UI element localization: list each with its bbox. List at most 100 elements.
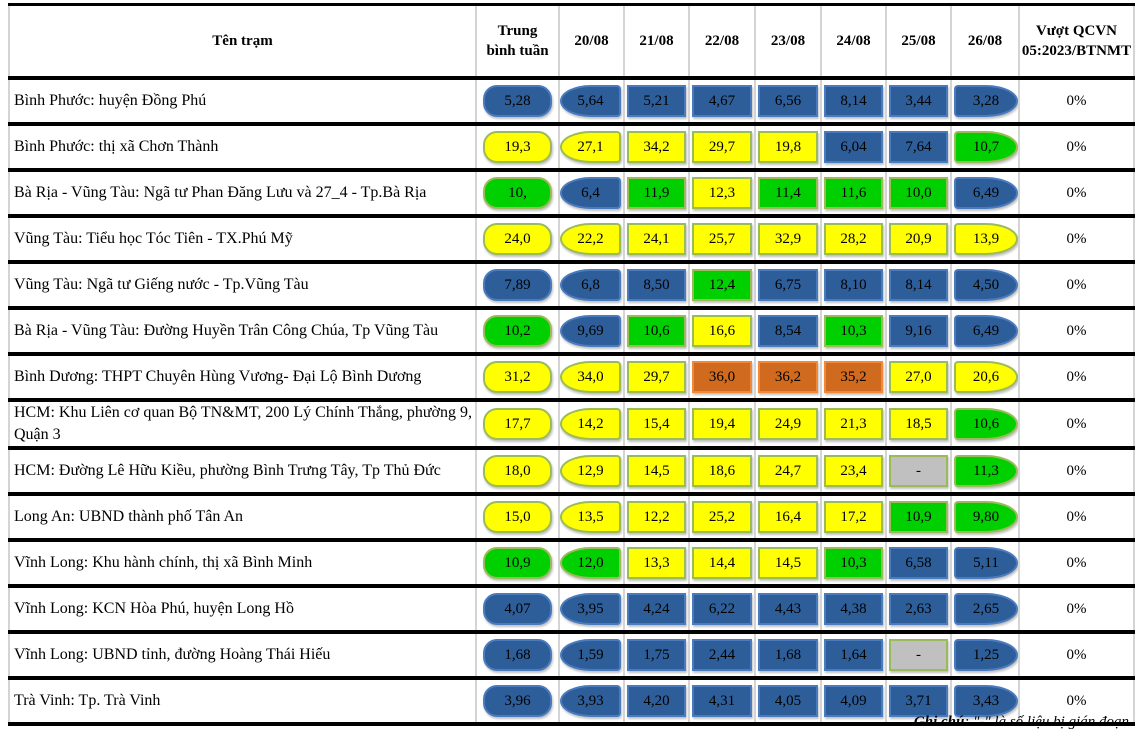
daily-value: 1,64 xyxy=(824,639,883,671)
daily-value-cell: 1,64 xyxy=(820,632,887,680)
daily-value-cell: 34,0 xyxy=(558,354,625,402)
daily-value-cell: 4,38 xyxy=(820,586,887,634)
daily-value: 4,50 xyxy=(954,269,1018,301)
daily-value: 6,56 xyxy=(758,85,818,117)
daily-value: 14,2 xyxy=(560,408,621,440)
weekly-average-cell: 10,9 xyxy=(475,540,560,588)
header-date: 23/08 xyxy=(754,3,822,80)
daily-value-cell: 22,2 xyxy=(558,216,625,264)
daily-value-cell: 10,7 xyxy=(950,124,1020,172)
header-row: Tên trạm Trung bình tuần 20/08 21/08 22/08 2… xyxy=(8,3,1135,80)
daily-value: 29,7 xyxy=(692,131,752,163)
daily-value-cell: 7,64 xyxy=(885,124,952,172)
daily-value-cell: 13,9 xyxy=(950,216,1020,264)
station-name: Bình Dương: THPT Chuyên Hùng Vương- Đại … xyxy=(8,354,477,402)
daily-value: 10,3 xyxy=(824,547,883,579)
daily-value-cell: 36,2 xyxy=(754,354,822,402)
daily-value-cell: 35,2 xyxy=(820,354,887,402)
daily-value: 18,6 xyxy=(692,455,752,487)
daily-value-cell: 4,20 xyxy=(623,678,690,726)
weekly-average-cell: 24,0 xyxy=(475,216,560,264)
daily-value-cell: 14,2 xyxy=(558,400,625,450)
daily-value-cell: 19,4 xyxy=(688,400,756,450)
weekly-average-value: 18,0 xyxy=(483,455,552,487)
daily-value: 1,68 xyxy=(758,639,818,671)
station-name: Trà Vinh: Tp. Trà Vinh xyxy=(8,678,477,726)
station-name: Bà Rịa - Vũng Tàu: Ngã tư Phan Đăng Lưu … xyxy=(8,170,477,218)
daily-value: 14,5 xyxy=(627,455,686,487)
daily-value-cell: 3,28 xyxy=(950,78,1020,126)
daily-value: - xyxy=(889,639,948,671)
daily-value-cell: 2,44 xyxy=(688,632,756,680)
weekly-average-cell: 7,89 xyxy=(475,262,560,310)
daily-value-cell: 10,3 xyxy=(820,308,887,356)
table-row: HCM: Đường Lê Hữu Kiều, phường Bình Trưn… xyxy=(8,448,1135,496)
weekly-average-cell: 4,07 xyxy=(475,586,560,634)
table-row: Bà Rịa - Vũng Tàu: Đường Huyền Trân Công… xyxy=(8,308,1135,356)
weekly-average-value: 1,68 xyxy=(483,639,552,671)
daily-value: 10,6 xyxy=(627,315,686,347)
daily-value-cell: 9,69 xyxy=(558,308,625,356)
exceed-percent: 0% xyxy=(1018,216,1135,264)
daily-value-cell: 24,9 xyxy=(754,400,822,450)
daily-value: 25,7 xyxy=(692,223,752,255)
daily-value: 12,9 xyxy=(560,455,621,487)
exceed-percent: 0% xyxy=(1018,78,1135,126)
daily-value: 12,2 xyxy=(627,501,686,533)
daily-value: 4,38 xyxy=(824,593,883,625)
weekly-average-cell: 19,3 xyxy=(475,124,560,172)
daily-value-cell: 16,6 xyxy=(688,308,756,356)
daily-value-cell: 10,0 xyxy=(885,170,952,218)
weekly-average-value: 10, xyxy=(483,177,552,209)
daily-value-cell: 12,4 xyxy=(688,262,756,310)
daily-value: 10,0 xyxy=(889,177,948,209)
daily-value-cell: 3,95 xyxy=(558,586,625,634)
daily-value: 19,4 xyxy=(692,408,752,440)
daily-value-cell: 8,10 xyxy=(820,262,887,310)
header-exceed-standard: Vượt QCVN 05:2023/BTNMT xyxy=(1018,3,1135,80)
daily-value-cell: 1,75 xyxy=(623,632,690,680)
daily-value: 3,71 xyxy=(889,685,948,717)
daily-value-cell: 5,11 xyxy=(950,540,1020,588)
weekly-average-value: 19,3 xyxy=(483,131,552,163)
daily-value-cell: 11,6 xyxy=(820,170,887,218)
daily-value-cell: 8,14 xyxy=(820,78,887,126)
daily-value: 8,50 xyxy=(627,269,686,301)
exceed-percent: 0% xyxy=(1018,632,1135,680)
weekly-average-cell: 17,7 xyxy=(475,400,560,450)
daily-value-cell: 3,43 xyxy=(950,678,1020,726)
daily-value-cell: 23,4 xyxy=(820,448,887,496)
daily-value-cell: 1,59 xyxy=(558,632,625,680)
header-date: 20/08 xyxy=(558,3,625,80)
weekly-average-cell: 5,28 xyxy=(475,78,560,126)
daily-value: 6,8 xyxy=(560,269,621,301)
exceed-percent: 0% xyxy=(1018,354,1135,402)
daily-value-cell: 20,9 xyxy=(885,216,952,264)
daily-value: 8,10 xyxy=(824,269,883,301)
daily-value: 6,49 xyxy=(954,177,1018,209)
daily-value-cell: 27,1 xyxy=(558,124,625,172)
station-name: Long An: UBND thành phố Tân An xyxy=(8,494,477,542)
station-name: Bình Phước: thị xã Chơn Thành xyxy=(8,124,477,172)
header-avg-line1: Trung xyxy=(497,23,538,39)
daily-value-cell: 10,6 xyxy=(950,400,1020,450)
daily-value-cell: 18,6 xyxy=(688,448,756,496)
exceed-percent: 0% xyxy=(1018,494,1135,542)
daily-value-cell: 10,9 xyxy=(885,494,952,542)
weekly-average-value: 3,96 xyxy=(483,685,552,717)
daily-value-cell: 34,2 xyxy=(623,124,690,172)
daily-value-cell: 36,0 xyxy=(688,354,756,402)
daily-value: 5,21 xyxy=(627,85,686,117)
daily-value-cell: 3,44 xyxy=(885,78,952,126)
daily-value: 10,3 xyxy=(824,315,883,347)
daily-value: 3,43 xyxy=(954,685,1018,717)
daily-value: 3,93 xyxy=(560,685,621,717)
daily-value: 34,0 xyxy=(560,361,621,393)
daily-value-cell: 11,3 xyxy=(950,448,1020,496)
daily-value-cell: 14,5 xyxy=(754,540,822,588)
daily-value: 34,2 xyxy=(627,131,686,163)
daily-value: 7,64 xyxy=(889,131,948,163)
daily-value: 13,3 xyxy=(627,547,686,579)
weekly-average-value: 24,0 xyxy=(483,223,552,255)
